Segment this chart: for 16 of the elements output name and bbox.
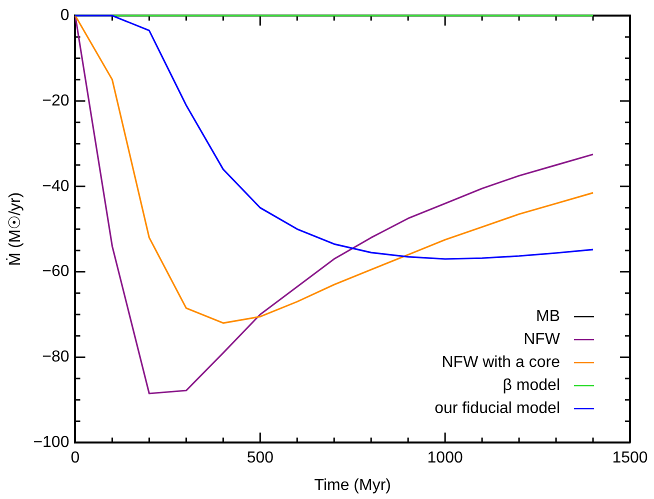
x-axis-title: Time (Myr) xyxy=(314,476,391,494)
legend-label: MB xyxy=(536,308,560,326)
y-tick-label: −60 xyxy=(42,263,70,280)
legend-label: NFW with a core xyxy=(442,354,560,372)
x-tick-label: 500 xyxy=(246,450,274,467)
y-tick-label: −100 xyxy=(33,434,70,452)
legend-label: β model xyxy=(502,377,560,394)
legend-label: our fiducial model xyxy=(434,400,560,418)
x-tick-label: 1000 xyxy=(427,450,463,467)
y-tick-label: −80 xyxy=(42,348,70,366)
y-tick-label: 0 xyxy=(60,7,70,24)
y-tick-label: −40 xyxy=(42,178,70,195)
legend-label: NFW xyxy=(524,331,561,348)
y-axis-title: Ṁ (M☉/yr) xyxy=(6,192,24,266)
x-tick-label: 1500 xyxy=(612,450,648,467)
y-tick-label: −20 xyxy=(42,92,70,110)
